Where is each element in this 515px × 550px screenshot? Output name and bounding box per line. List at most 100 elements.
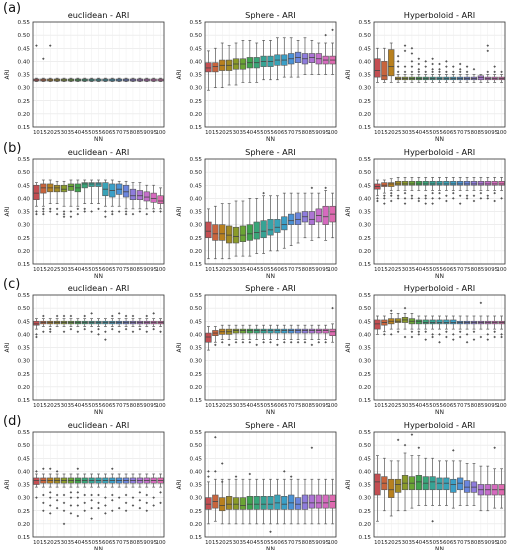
y-axis-label: ARI xyxy=(345,479,352,489)
y-tick-label: 0.15 xyxy=(190,398,203,404)
outlier-point xyxy=(417,67,421,71)
outlier-point xyxy=(124,210,128,213)
x-tick-label: 45 xyxy=(422,403,429,409)
outlier-point xyxy=(83,207,87,211)
box-80 xyxy=(129,314,137,334)
box-15 xyxy=(40,179,47,216)
outlier-point xyxy=(69,491,73,494)
x-tick-label: 50 xyxy=(260,540,267,546)
box-15 xyxy=(40,57,47,82)
x-tick-label: 90 xyxy=(315,540,322,546)
x-tick-label: 15 xyxy=(212,540,219,546)
box-10 xyxy=(33,44,40,82)
y-tick-label: 0.40 xyxy=(190,196,203,202)
outlier-point xyxy=(145,330,149,334)
x-tick-label: 10 xyxy=(205,403,212,409)
outlier-point xyxy=(486,333,490,336)
box-15 xyxy=(381,47,388,83)
outlier-point xyxy=(42,330,45,334)
box-100 xyxy=(498,468,505,509)
box-95 xyxy=(150,473,157,507)
outlier-point xyxy=(465,70,469,74)
outlier-point xyxy=(269,340,272,344)
outlier-point xyxy=(42,207,45,211)
y-tick-label: 0.40 xyxy=(359,59,372,65)
y-tick-label: 0.20 xyxy=(190,249,203,255)
box-iqr xyxy=(294,212,302,225)
x-tick-label: 90 xyxy=(484,130,491,136)
outlier-point xyxy=(445,60,448,63)
outlier-point xyxy=(138,327,142,331)
box-iqr xyxy=(274,328,281,334)
outlier-point xyxy=(410,197,414,200)
outlier-point xyxy=(410,46,414,50)
x-tick-label: 55 xyxy=(436,130,443,136)
y-tick-label: 0.40 xyxy=(18,469,31,475)
outlier-point xyxy=(431,67,434,71)
box-25 xyxy=(395,177,402,200)
outlier-point xyxy=(234,340,238,344)
outlier-point xyxy=(234,475,238,478)
box-90 xyxy=(484,465,491,512)
box-10 xyxy=(205,326,212,351)
box-iqr xyxy=(232,497,240,510)
box-90 xyxy=(143,314,150,334)
x-tick-label: 30 xyxy=(233,403,240,409)
outlier-point xyxy=(42,212,45,216)
box-iqr xyxy=(395,181,402,186)
box-iqr xyxy=(301,494,309,510)
y-tick-label: 0.50 xyxy=(359,170,372,176)
outlier-point xyxy=(310,446,314,450)
outlier-point xyxy=(76,330,80,334)
box-30 xyxy=(401,443,409,512)
outlier-point xyxy=(431,197,434,200)
axes-frame xyxy=(373,431,506,538)
box-35 xyxy=(239,478,247,525)
x-tick-label: 80 xyxy=(471,130,478,136)
y-tick-label: 0.50 xyxy=(359,306,372,312)
box-60 xyxy=(102,179,109,219)
outlier-point xyxy=(76,504,80,507)
box-40 xyxy=(246,198,253,257)
outlier-point xyxy=(48,210,52,213)
outlier-point xyxy=(417,330,421,334)
outlier-point xyxy=(465,333,469,336)
box-65 xyxy=(450,65,457,83)
box-50 xyxy=(429,177,436,205)
box-60 xyxy=(443,460,450,506)
panel-3-1: euclidean - ARI 0.15 0.20 0.25 0.30 0.35 0.40 0… xyxy=(4,283,166,416)
outlier-point xyxy=(465,340,469,344)
y-tick-label: 0.40 xyxy=(190,469,203,475)
x-tick-label: 35 xyxy=(240,403,247,409)
x-tick-label: 45 xyxy=(81,130,88,136)
x-tick-label: 30 xyxy=(61,403,68,409)
outlier-point xyxy=(62,509,66,513)
outlier-point xyxy=(55,212,59,216)
row-label-c: (c) xyxy=(3,277,21,292)
outlier-point xyxy=(438,340,441,344)
outlier-point xyxy=(403,191,407,195)
box-iqr xyxy=(450,181,457,186)
box-iqr xyxy=(239,497,247,510)
box-55 xyxy=(267,195,274,252)
box-15 xyxy=(40,314,47,334)
outlier-point xyxy=(396,54,400,58)
panel-title: Hyperboloid - ARI xyxy=(404,10,475,20)
row-label-d: (d) xyxy=(3,414,22,429)
x-tick-label: 15 xyxy=(212,130,219,136)
y-tick-label: 0.25 xyxy=(190,99,203,105)
outlier-point xyxy=(324,33,327,37)
box-85 xyxy=(136,182,143,213)
box-iqr xyxy=(450,319,457,325)
x-tick-label: 50 xyxy=(260,267,267,273)
outlier-point xyxy=(486,197,490,200)
outlier-point xyxy=(417,57,421,61)
y-tick-label: 0.30 xyxy=(359,359,372,365)
box-iqr xyxy=(463,480,471,493)
outlier-point xyxy=(445,194,448,198)
x-tick-label: 65 xyxy=(450,267,457,273)
outlier-point xyxy=(403,306,407,310)
x-tick-label: 40 xyxy=(246,540,253,546)
outlier-point xyxy=(269,530,272,534)
x-tick-label: 25 xyxy=(54,130,61,136)
